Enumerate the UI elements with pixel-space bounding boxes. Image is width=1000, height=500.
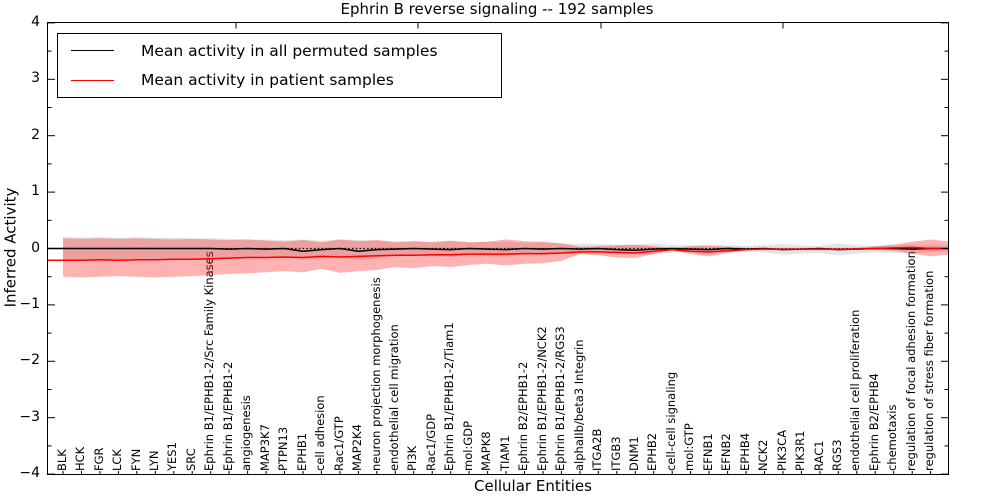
plot-area bbox=[47, 22, 949, 475]
y-tick-label: 0 bbox=[31, 239, 40, 256]
patient-mean-line bbox=[48, 246, 948, 262]
y-tick-label: −4 bbox=[19, 465, 40, 482]
legend-label-permuted: Mean activity in all permuted samples bbox=[141, 41, 438, 60]
x-axis-title: Cellular Entities bbox=[474, 477, 592, 495]
legend: Mean activity in all permuted samples Me… bbox=[57, 33, 502, 98]
legend-item-permuted: Mean activity in all permuted samples bbox=[58, 38, 501, 64]
y-tick-label: 3 bbox=[31, 70, 40, 87]
y-tick-label: 2 bbox=[31, 126, 40, 143]
plot-svg bbox=[48, 23, 948, 474]
legend-item-patient: Mean activity in patient samples bbox=[58, 67, 501, 93]
y-tick-label: −2 bbox=[19, 352, 40, 369]
y-tick-label: −1 bbox=[19, 295, 40, 312]
permuted-line-icon bbox=[71, 50, 114, 52]
legend-label-patient: Mean activity in patient samples bbox=[141, 71, 394, 90]
y-tick-label: 1 bbox=[31, 183, 40, 200]
patient-line-icon bbox=[71, 79, 114, 81]
y-tick-label: 4 bbox=[31, 13, 40, 30]
chart-title: Ephrin B reverse signaling -- 192 sample… bbox=[340, 0, 654, 18]
patient-band bbox=[63, 238, 948, 278]
y-tick-label: −3 bbox=[19, 408, 40, 425]
